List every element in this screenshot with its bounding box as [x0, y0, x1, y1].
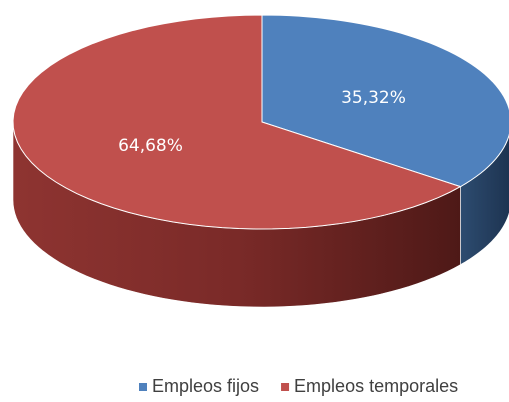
legend-swatch [139, 383, 147, 391]
legend-label: Empleos temporales [294, 376, 458, 396]
pie-slice [261, 14, 509, 188]
legend-swatch [281, 383, 290, 391]
data-label: 64,68% [118, 136, 183, 156]
legend-label: Empleos fijos [152, 376, 259, 396]
pie-slice [12, 14, 462, 230]
data-label: 35,32% [341, 88, 406, 108]
